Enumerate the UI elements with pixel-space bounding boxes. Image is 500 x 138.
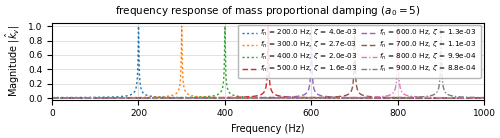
X-axis label: Frequency (Hz): Frequency (Hz) (232, 124, 305, 134)
Line: $f_n$ = 300.0 Hz, $\zeta$ = 2.7e-03: $f_n$ = 300.0 Hz, $\zeta$ = 2.7e-03 (52, 26, 484, 98)
$f_n$ = 500.0 Hz, $\zeta$ = 1.6e-03 (368, 97, 374, 99)
$f_n$ = 600.0 Hz, $\zeta$ = 1.3e-03 (141, 97, 147, 99)
$f_n$ = 900.0 Hz, $\zeta$ = 8.8e-04 (50, 97, 56, 99)
$f_n$ = 700.0 Hz, $\zeta$ = 1.1e-03 (244, 97, 250, 99)
$f_n$ = 900.0 Hz, $\zeta$ = 8.8e-04 (368, 97, 374, 99)
$f_n$ = 700.0 Hz, $\zeta$ = 1.1e-03 (75, 97, 81, 99)
$f_n$ = 200.0 Hz, $\zeta$ = 4.0e-03 (75, 97, 81, 98)
$f_n$ = 300.0 Hz, $\zeta$ = 2.7e-03 (368, 97, 374, 99)
$f_n$ = 200.0 Hz, $\zeta$ = 4.0e-03 (136, 25, 141, 27)
Legend: $f_n$ = 200.0 Hz, $\zeta$ = 4.0e-03, $f_n$ = 300.0 Hz, $\zeta$ = 2.7e-03, $f_n$ : $f_n$ = 200.0 Hz, $\zeta$ = 4.0e-03, $f_… (238, 25, 480, 78)
$f_n$ = 800.0 Hz, $\zeta$ = 9.9e-04 (469, 97, 475, 99)
Line: $f_n$ = 400.0 Hz, $\zeta$ = 2.0e-03: $f_n$ = 400.0 Hz, $\zeta$ = 2.0e-03 (52, 26, 484, 98)
$f_n$ = 700.0 Hz, $\zeta$ = 1.1e-03 (352, 25, 358, 27)
$f_n$ = 200.0 Hz, $\zeta$ = 4.0e-03 (50, 97, 56, 98)
$f_n$ = 200.0 Hz, $\zeta$ = 4.0e-03 (244, 97, 250, 99)
$f_n$ = 200.0 Hz, $\zeta$ = 4.0e-03 (100, 96, 106, 98)
Y-axis label: Magnitude $|\hat{k}_{v}|$: Magnitude $|\hat{k}_{v}|$ (4, 25, 22, 97)
$f_n$ = 300.0 Hz, $\zeta$ = 2.7e-03 (244, 97, 250, 99)
$f_n$ = 300.0 Hz, $\zeta$ = 2.7e-03 (178, 25, 184, 27)
$f_n$ = 600.0 Hz, $\zeta$ = 1.3e-03 (308, 25, 314, 27)
Line: $f_n$ = 800.0 Hz, $\zeta$ = 9.9e-04: $f_n$ = 800.0 Hz, $\zeta$ = 9.9e-04 (52, 26, 484, 98)
$f_n$ = 600.0 Hz, $\zeta$ = 1.3e-03 (244, 97, 250, 99)
Line: $f_n$ = 700.0 Hz, $\zeta$ = 1.1e-03: $f_n$ = 700.0 Hz, $\zeta$ = 1.1e-03 (52, 26, 484, 98)
$f_n$ = 400.0 Hz, $\zeta$ = 2.0e-03 (244, 96, 250, 98)
$f_n$ = 300.0 Hz, $\zeta$ = 2.7e-03 (75, 97, 81, 99)
$f_n$ = 400.0 Hz, $\zeta$ = 2.0e-03 (469, 97, 475, 99)
$f_n$ = 500.0 Hz, $\zeta$ = 1.6e-03 (50, 97, 56, 99)
$f_n$ = 800.0 Hz, $\zeta$ = 9.9e-04 (100, 97, 106, 99)
$f_n$ = 500.0 Hz, $\zeta$ = 1.6e-03 (141, 97, 147, 99)
Line: $f_n$ = 600.0 Hz, $\zeta$ = 1.3e-03: $f_n$ = 600.0 Hz, $\zeta$ = 1.3e-03 (52, 26, 484, 98)
$f_n$ = 600.0 Hz, $\zeta$ = 1.3e-03 (50, 97, 56, 99)
$f_n$ = 400.0 Hz, $\zeta$ = 2.0e-03 (50, 97, 56, 99)
$f_n$ = 300.0 Hz, $\zeta$ = 2.7e-03 (469, 97, 475, 99)
$f_n$ = 900.0 Hz, $\zeta$ = 8.8e-04 (75, 97, 81, 99)
$f_n$ = 700.0 Hz, $\zeta$ = 1.1e-03 (482, 97, 488, 99)
$f_n$ = 300.0 Hz, $\zeta$ = 2.7e-03 (100, 97, 106, 99)
$f_n$ = 400.0 Hz, $\zeta$ = 2.0e-03 (141, 97, 147, 99)
$f_n$ = 600.0 Hz, $\zeta$ = 1.3e-03 (100, 97, 106, 99)
$f_n$ = 500.0 Hz, $\zeta$ = 1.6e-03 (482, 97, 488, 99)
$f_n$ = 800.0 Hz, $\zeta$ = 9.9e-04 (368, 96, 374, 98)
$f_n$ = 800.0 Hz, $\zeta$ = 9.9e-04 (244, 97, 250, 99)
$f_n$ = 500.0 Hz, $\zeta$ = 1.6e-03 (469, 97, 475, 99)
$f_n$ = 900.0 Hz, $\zeta$ = 8.8e-04 (482, 97, 488, 98)
$f_n$ = 800.0 Hz, $\zeta$ = 9.9e-04 (482, 97, 488, 99)
$f_n$ = 500.0 Hz, $\zeta$ = 1.6e-03 (244, 96, 250, 98)
$f_n$ = 500.0 Hz, $\zeta$ = 1.6e-03 (75, 97, 81, 99)
Line: $f_n$ = 200.0 Hz, $\zeta$ = 4.0e-03: $f_n$ = 200.0 Hz, $\zeta$ = 4.0e-03 (52, 26, 484, 98)
$f_n$ = 200.0 Hz, $\zeta$ = 4.0e-03 (141, 93, 147, 95)
$f_n$ = 900.0 Hz, $\zeta$ = 8.8e-04 (141, 97, 147, 99)
$f_n$ = 900.0 Hz, $\zeta$ = 8.8e-04 (100, 97, 106, 99)
$f_n$ = 200.0 Hz, $\zeta$ = 4.0e-03 (482, 97, 488, 99)
$f_n$ = 700.0 Hz, $\zeta$ = 1.1e-03 (368, 96, 374, 98)
$f_n$ = 400.0 Hz, $\zeta$ = 2.0e-03 (222, 25, 228, 27)
Line: $f_n$ = 900.0 Hz, $\zeta$ = 8.8e-04: $f_n$ = 900.0 Hz, $\zeta$ = 8.8e-04 (52, 26, 484, 98)
$f_n$ = 800.0 Hz, $\zeta$ = 9.9e-04 (395, 25, 401, 27)
$f_n$ = 600.0 Hz, $\zeta$ = 1.3e-03 (75, 97, 81, 99)
$f_n$ = 600.0 Hz, $\zeta$ = 1.3e-03 (469, 97, 475, 99)
$f_n$ = 800.0 Hz, $\zeta$ = 9.9e-04 (75, 97, 81, 99)
$f_n$ = 200.0 Hz, $\zeta$ = 4.0e-03 (368, 97, 374, 99)
$f_n$ = 400.0 Hz, $\zeta$ = 2.0e-03 (100, 97, 106, 99)
$f_n$ = 400.0 Hz, $\zeta$ = 2.0e-03 (75, 97, 81, 99)
$f_n$ = 400.0 Hz, $\zeta$ = 2.0e-03 (482, 97, 488, 99)
Line: $f_n$ = 500.0 Hz, $\zeta$ = 1.6e-03: $f_n$ = 500.0 Hz, $\zeta$ = 1.6e-03 (52, 26, 484, 98)
$f_n$ = 800.0 Hz, $\zeta$ = 9.9e-04 (50, 97, 56, 99)
$f_n$ = 700.0 Hz, $\zeta$ = 1.1e-03 (50, 97, 56, 99)
$f_n$ = 300.0 Hz, $\zeta$ = 2.7e-03 (141, 96, 147, 98)
$f_n$ = 500.0 Hz, $\zeta$ = 1.6e-03 (100, 97, 106, 99)
$f_n$ = 800.0 Hz, $\zeta$ = 9.9e-04 (141, 97, 147, 99)
$f_n$ = 600.0 Hz, $\zeta$ = 1.3e-03 (482, 97, 488, 99)
$f_n$ = 700.0 Hz, $\zeta$ = 1.1e-03 (100, 97, 106, 99)
$f_n$ = 900.0 Hz, $\zeta$ = 8.8e-04 (438, 25, 444, 27)
$f_n$ = 900.0 Hz, $\zeta$ = 8.8e-04 (244, 97, 250, 99)
$f_n$ = 300.0 Hz, $\zeta$ = 2.7e-03 (482, 97, 488, 99)
$f_n$ = 600.0 Hz, $\zeta$ = 1.3e-03 (368, 97, 374, 99)
$f_n$ = 700.0 Hz, $\zeta$ = 1.1e-03 (469, 97, 475, 99)
$f_n$ = 300.0 Hz, $\zeta$ = 2.7e-03 (50, 97, 56, 99)
Title: frequency response of mass proportional damping ($a_0 = 5$): frequency response of mass proportional … (116, 4, 421, 18)
$f_n$ = 400.0 Hz, $\zeta$ = 2.0e-03 (368, 97, 374, 99)
$f_n$ = 200.0 Hz, $\zeta$ = 4.0e-03 (469, 97, 475, 99)
$f_n$ = 500.0 Hz, $\zeta$ = 1.6e-03 (265, 25, 271, 27)
$f_n$ = 900.0 Hz, $\zeta$ = 8.8e-04 (469, 96, 475, 98)
$f_n$ = 700.0 Hz, $\zeta$ = 1.1e-03 (141, 97, 147, 99)
